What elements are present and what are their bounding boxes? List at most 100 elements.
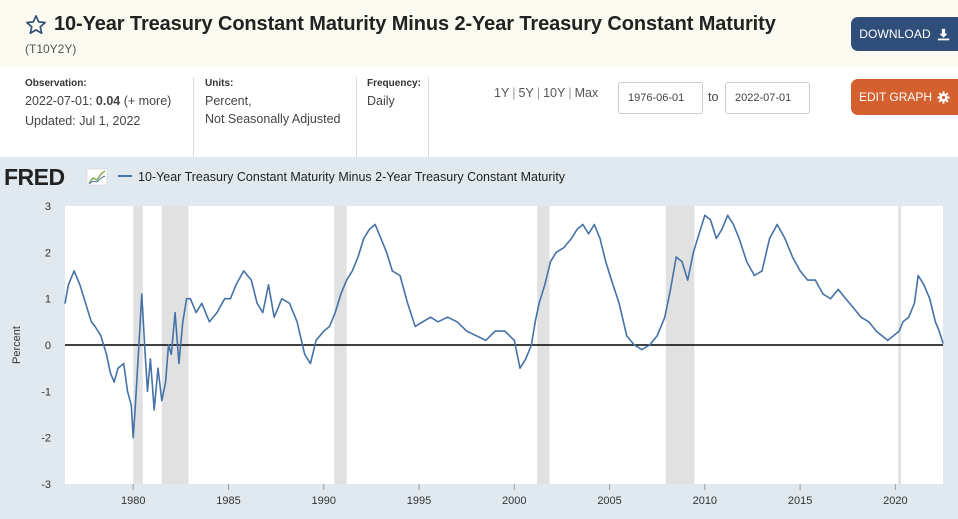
data-point [738,237,740,239]
data-point [437,321,439,323]
data-point [715,237,717,239]
y-tick-label: 2 [45,247,51,259]
data-point [113,381,115,383]
y-tick-label: 0 [45,340,51,352]
data-point [641,349,643,351]
data-point [195,312,197,314]
data-point [165,381,167,383]
data-point [250,279,252,281]
data-point [822,293,824,295]
data-point [799,270,801,272]
units-line1: Percent, [205,94,252,108]
data-point [161,400,163,402]
divider [428,77,429,157]
data-point [141,293,143,295]
observation-more-link[interactable]: (+ more) [123,94,172,108]
data-point [605,261,607,263]
fred-logo-icon [86,168,108,186]
data-point [144,344,146,346]
data-point [304,353,306,355]
range-5y-link[interactable]: 5Y [518,86,534,100]
data-point [79,284,81,286]
data-point [456,321,458,323]
download-icon [937,28,949,40]
x-tick-label: 2000 [502,495,526,507]
data-point [570,237,573,239]
observation-date: 2022-07-01: [25,94,93,108]
units-block: Units: Percent, Not Seasonally Adjusted [205,77,355,128]
data-point [466,330,468,332]
x-tick-label: 2015 [788,495,812,507]
y-tick-label: -3 [41,479,51,491]
data-point [845,298,847,300]
data-point [346,279,348,281]
divider [356,77,357,157]
data-point [126,390,129,392]
data-point [902,321,904,323]
data-point [153,409,155,411]
info-strip: Observation: 2022-07-01: 0.04 (+ more) U… [0,67,958,157]
data-point [380,237,382,239]
data-point [351,270,353,272]
download-button[interactable]: DOWNLOAD [851,17,958,51]
data-point [814,279,816,281]
end-date-input[interactable] [725,82,810,114]
y-tick-label: 1 [45,294,51,306]
data-point [649,344,651,346]
x-tick-label: 1980 [121,495,145,507]
data-point [681,261,683,263]
data-point [216,312,218,314]
chart-area: FRED 10-Year Treasury Constant Maturity … [0,157,958,519]
start-date-input[interactable] [618,82,703,114]
units-label: Units: [205,78,234,89]
data-point [934,321,937,323]
line-chart[interactable]: FRED 10-Year Treasury Constant Maturity … [0,157,958,519]
range-links: 1Y | 5Y | 10Y | Max [494,86,599,100]
data-point [534,321,536,323]
data-point [563,247,565,249]
data-point [167,344,170,346]
data-point [422,321,424,323]
data-point [386,251,388,253]
data-point [721,228,723,230]
data-point [334,312,336,314]
data-point [429,316,432,318]
data-point [73,270,75,272]
data-point [504,330,506,332]
data-point [243,270,245,272]
data-point [875,330,877,332]
data-point [149,358,151,360]
data-point [485,339,487,341]
divider [193,77,194,157]
data-point [414,325,416,328]
data-point [698,233,700,235]
data-point [892,335,895,337]
data-point [309,362,311,365]
observation-value: 0.04 [95,94,121,108]
series-points [64,214,944,439]
data-point [94,325,96,328]
edit-graph-button[interactable]: EDIT GRAPH [851,79,958,115]
data-point [929,298,931,300]
data-point [881,335,883,337]
data-point [323,330,325,332]
data-point [224,298,226,300]
data-point [549,261,552,263]
data-point [100,335,102,337]
range-10y-link[interactable]: 10Y [543,86,566,100]
data-point [709,219,712,221]
data-point [908,316,910,318]
data-point [664,316,666,318]
data-point [618,302,620,304]
data-point [675,256,677,258]
data-point [315,339,317,341]
data-point [208,321,210,323]
frequency-value: Daily [367,94,395,108]
y-axis-label: Percent [11,326,23,364]
star-outline-icon[interactable] [25,14,47,36]
data-point [626,335,628,337]
y-tick-label: -2 [41,433,51,445]
range-max-link[interactable]: Max [574,86,599,100]
x-tick-label: 1985 [216,495,240,507]
range-1y-link[interactable]: 1Y [494,86,510,100]
